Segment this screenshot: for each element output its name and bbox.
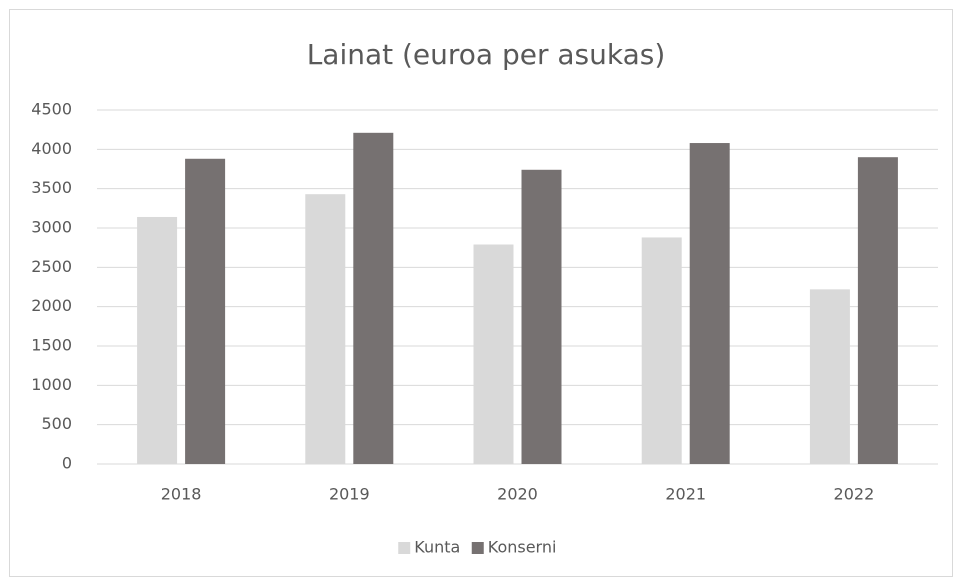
- y-tick-label: 4500: [31, 100, 72, 119]
- y-tick-label: 500: [41, 414, 72, 433]
- bar: [137, 216, 178, 464]
- x-tick-label: 2018: [161, 485, 202, 504]
- y-tick-label: 4000: [31, 139, 72, 158]
- legend-label: Kunta: [414, 538, 460, 557]
- bar: [809, 289, 850, 464]
- bar: [305, 194, 346, 464]
- legend-label: Konserni: [488, 538, 557, 557]
- bar: [641, 237, 682, 464]
- chart-title: Lainat (euroa per asukas): [307, 38, 666, 71]
- legend-swatch: [471, 542, 484, 554]
- x-tick-label: 2019: [329, 485, 370, 504]
- y-tick-label: 1500: [31, 336, 72, 355]
- bar: [521, 169, 562, 464]
- bar: [353, 132, 394, 464]
- legend-swatch: [398, 542, 411, 554]
- y-tick-label: 3500: [31, 178, 72, 197]
- bar: [689, 143, 730, 465]
- y-tick-label: 2500: [31, 257, 72, 276]
- bar: [185, 158, 226, 465]
- y-tick-label: 0: [62, 454, 72, 473]
- bar: [473, 244, 514, 464]
- bar: [857, 157, 898, 464]
- x-tick-label: 2020: [497, 485, 538, 504]
- y-tick-label: 3000: [31, 218, 72, 237]
- x-tick-label: 2021: [665, 485, 706, 504]
- y-tick-label: 2000: [31, 296, 72, 315]
- y-tick-label: 1000: [31, 375, 72, 394]
- x-tick-label: 2022: [834, 485, 875, 504]
